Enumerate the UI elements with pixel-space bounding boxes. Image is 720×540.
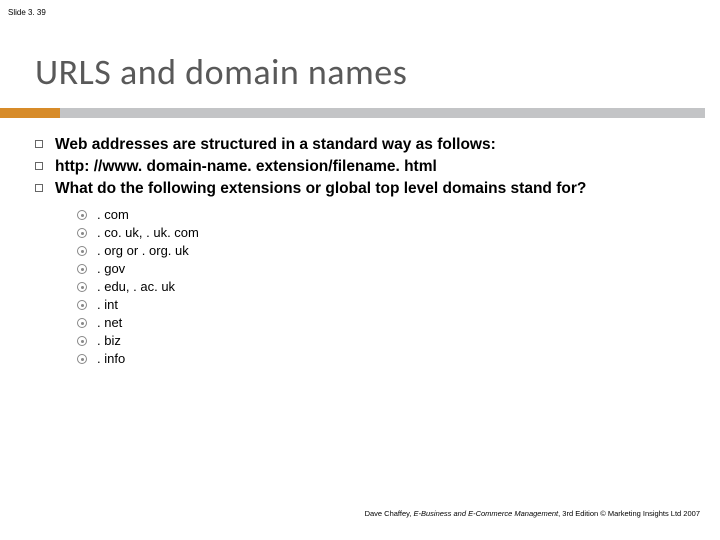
sub-item-text: . info — [97, 351, 125, 366]
circle-bullet-icon — [77, 300, 87, 310]
main-list-item: http: //www. domain-name. extension/file… — [35, 157, 695, 177]
slide-title: URLS and domain names — [35, 50, 700, 94]
sub-list-item: . gov — [77, 261, 695, 276]
sub-item-text: . net — [97, 315, 122, 330]
sub-list-item: . org or . org. uk — [77, 243, 695, 258]
square-bullet-icon — [35, 140, 43, 148]
main-item-text: What do the following extensions or glob… — [55, 179, 586, 199]
footer-author: Dave Chaffey, — [365, 509, 414, 518]
sub-list-item: . co. uk, . uk. com — [77, 225, 695, 240]
sub-list-item: . net — [77, 315, 695, 330]
circle-bullet-icon — [77, 282, 87, 292]
sub-item-text: . edu, . ac. uk — [97, 279, 175, 294]
slide-number-label: Slide 3. 39 — [8, 8, 46, 17]
sub-list-item: . edu, . ac. uk — [77, 279, 695, 294]
sub-list-item: . biz — [77, 333, 695, 348]
sub-list-item: . info — [77, 351, 695, 366]
sub-item-text: . com — [97, 207, 129, 222]
sub-item-text: . gov — [97, 261, 125, 276]
footer-rest: , 3rd Edition © Marketing Insights Ltd 2… — [558, 509, 700, 518]
main-item-text: Web addresses are structured in a standa… — [55, 135, 496, 155]
main-bullet-list: Web addresses are structured in a standa… — [35, 135, 695, 199]
circle-bullet-icon — [77, 228, 87, 238]
sub-item-text: . biz — [97, 333, 121, 348]
footer-book-title: E-Business and E-Commerce Management — [413, 509, 558, 518]
circle-bullet-icon — [77, 210, 87, 220]
main-list-item: Web addresses are structured in a standa… — [35, 135, 695, 155]
sub-item-text: . int — [97, 297, 118, 312]
circle-bullet-icon — [77, 318, 87, 328]
square-bullet-icon — [35, 162, 43, 170]
sub-list-item: . com — [77, 207, 695, 222]
circle-bullet-icon — [77, 354, 87, 364]
title-accent-bar — [0, 108, 60, 118]
sub-item-text: . org or . org. uk — [97, 243, 189, 258]
footer-citation: Dave Chaffey, E-Business and E-Commerce … — [365, 509, 700, 518]
main-item-text: http: //www. domain-name. extension/file… — [55, 157, 437, 177]
square-bullet-icon — [35, 184, 43, 192]
circle-bullet-icon — [77, 246, 87, 256]
circle-bullet-icon — [77, 336, 87, 346]
main-list-item: What do the following extensions or glob… — [35, 179, 695, 199]
sub-bullet-list: . com . co. uk, . uk. com . org or . org… — [77, 207, 695, 366]
content-area: Web addresses are structured in a standa… — [35, 135, 695, 369]
sub-list-item: . int — [77, 297, 695, 312]
title-underline-bar — [60, 108, 705, 118]
circle-bullet-icon — [77, 264, 87, 274]
sub-item-text: . co. uk, . uk. com — [97, 225, 199, 240]
title-area: URLS and domain names — [35, 50, 700, 94]
